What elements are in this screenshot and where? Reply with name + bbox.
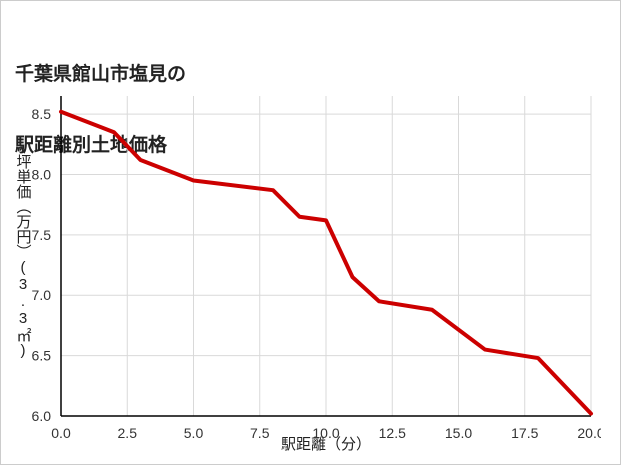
- svg-text:17.5: 17.5: [511, 425, 538, 441]
- chart-title-line1: 千葉県館山市塩見の: [15, 63, 186, 87]
- svg-text:7.0: 7.0: [32, 287, 52, 303]
- svg-text:15.0: 15.0: [445, 425, 472, 441]
- svg-text:8.0: 8.0: [32, 166, 52, 182]
- svg-text:10.0: 10.0: [312, 425, 339, 441]
- svg-text:6.5: 6.5: [32, 348, 52, 364]
- line-chart-svg: 0.0 2.5 5.0 7.5 10.0 12.5 15.0 17.5 20.0 6.0 6.5 7.…: [16, 86, 601, 446]
- plot-area: 0.02.55.07.510.012.515.017.520.06.06.57.…: [61, 96, 591, 416]
- svg-text:5.0: 5.0: [184, 425, 204, 441]
- svg-text:7.5: 7.5: [250, 425, 270, 441]
- svg-text:7.5: 7.5: [32, 227, 52, 243]
- svg-text:8.5: 8.5: [32, 106, 52, 122]
- svg-text:2.5: 2.5: [118, 425, 138, 441]
- svg-text:6.0: 6.0: [32, 408, 52, 424]
- svg-text:12.5: 12.5: [379, 425, 406, 441]
- svg-text:20.0: 20.0: [577, 425, 601, 441]
- chart-window: 千葉県館山市塩見の 駅距離別土地価格 坪単価（万円）(3.3㎡) 駅距離（分） …: [0, 0, 621, 465]
- svg-text:0.0: 0.0: [51, 425, 71, 441]
